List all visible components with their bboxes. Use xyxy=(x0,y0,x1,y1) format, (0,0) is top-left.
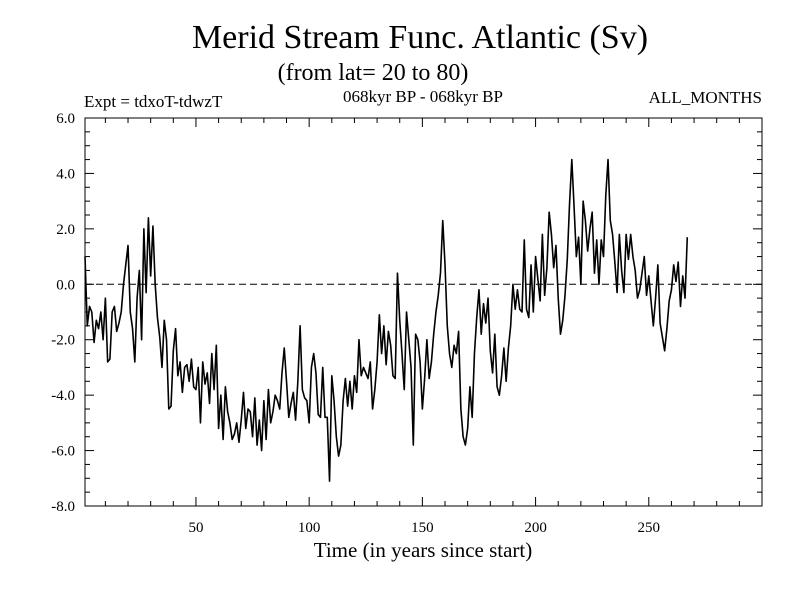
months-label: ALL_MONTHS xyxy=(649,88,762,107)
y-tick-label: 0.0 xyxy=(56,277,75,293)
x-tick-label: 200 xyxy=(524,520,547,536)
chart-title: Merid Stream Func. Atlantic (Sv) xyxy=(192,19,648,56)
x-tick-label: 250 xyxy=(638,520,661,536)
x-axis-label: Time (in years since start) xyxy=(314,538,533,562)
y-tick-label: -6.0 xyxy=(51,444,75,460)
chart-subtitle: (from lat= 20 to 80) xyxy=(278,60,469,86)
series-layer xyxy=(84,158,689,482)
period-label: 068kyr BP - 068kyr BP xyxy=(343,87,503,106)
y-tick-label: -4.0 xyxy=(51,388,75,404)
series-line-0 xyxy=(84,158,689,482)
x-tick-label: 150 xyxy=(411,520,434,536)
y-tick-label: 2.0 xyxy=(56,222,75,238)
y-tick-label: 4.0 xyxy=(56,166,75,182)
x-tick-label: 50 xyxy=(188,520,203,536)
x-tick-label: 100 xyxy=(298,520,321,536)
ticks: -8.0 -6.0 -4.0 -2.0 0.0 2.0 4.0 6.0 50 100 150 200 2… xyxy=(51,111,763,536)
y-tick-label: 6.0 xyxy=(56,111,75,127)
expt-label: Expt = tdxoT-tdwzT xyxy=(84,92,223,111)
y-tick-label: -2.0 xyxy=(51,333,75,349)
y-tick-label: -8.0 xyxy=(51,499,75,515)
